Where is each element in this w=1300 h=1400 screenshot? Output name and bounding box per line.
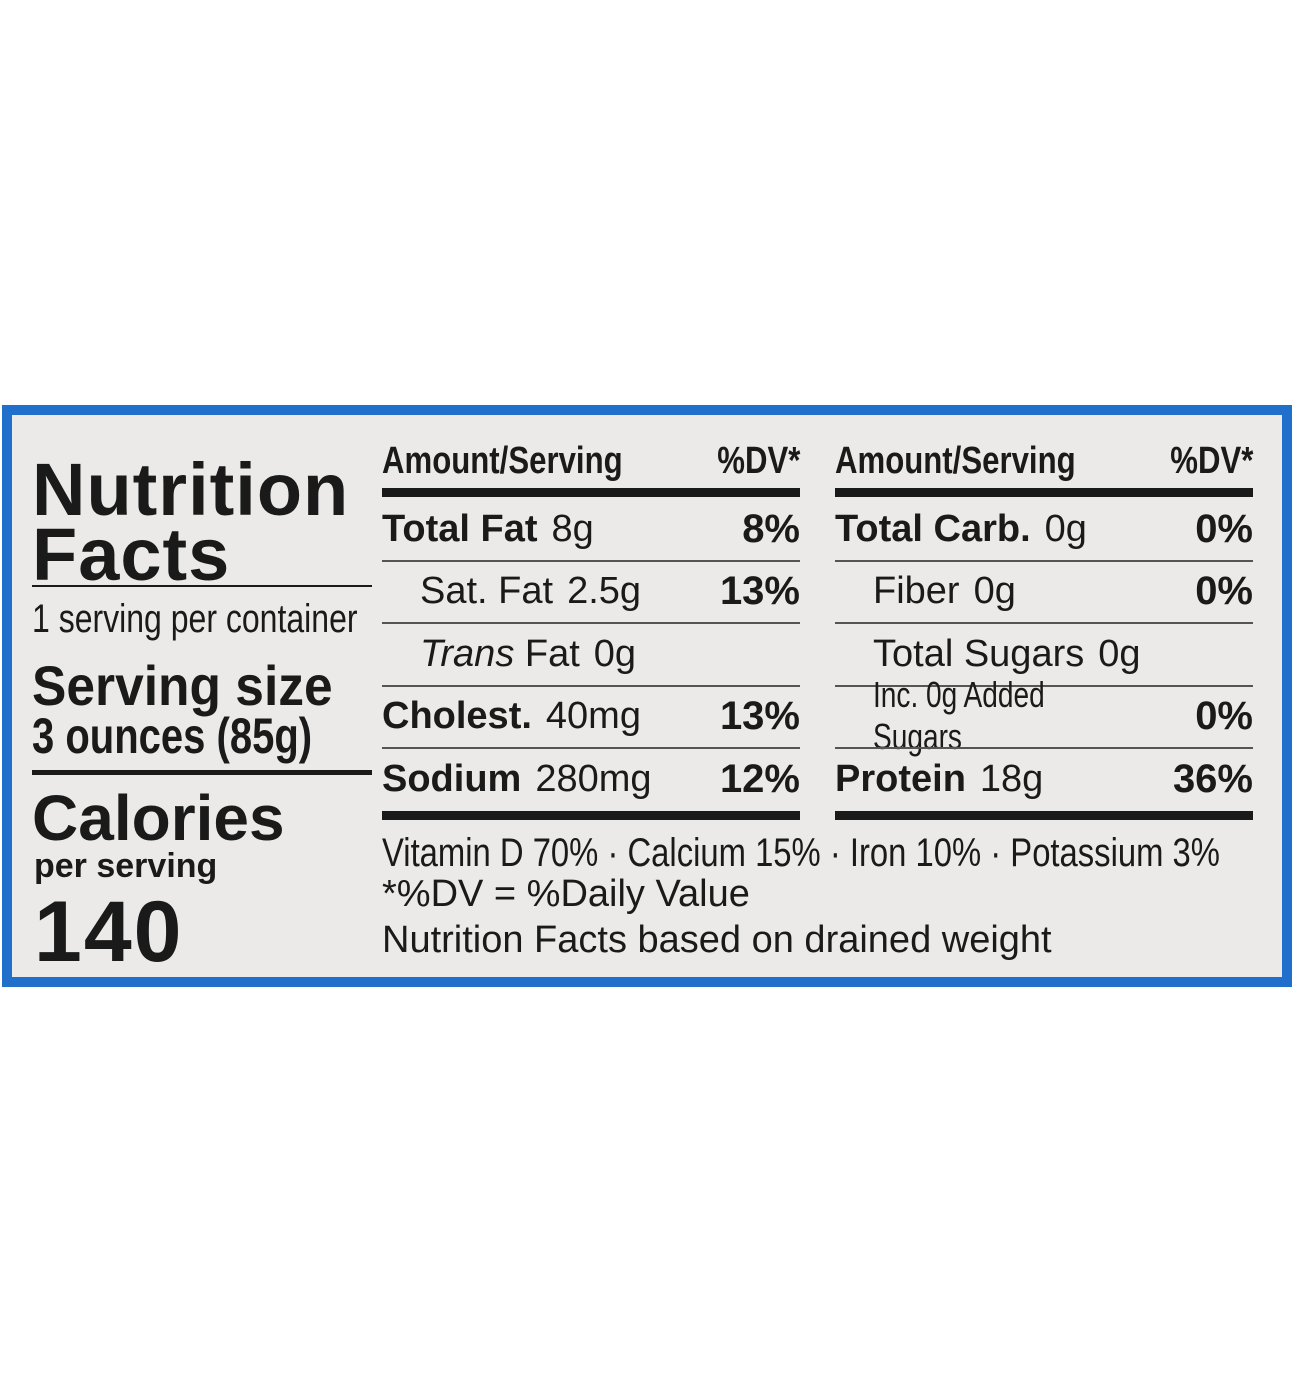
nutrient-amount: 0g <box>973 570 1016 612</box>
serving-size: 3 ounces (85g) <box>32 708 313 764</box>
nutrient-dv: 0% <box>1195 569 1253 613</box>
title-line: Nutrition <box>32 448 350 531</box>
nutrient-amount: 0g <box>1044 507 1087 550</box>
nutrient-name: Inc. 0g Added Sugars <box>835 674 1195 759</box>
rule <box>32 585 372 587</box>
separator: · <box>820 831 850 875</box>
nutrient-amount: 0g <box>1098 632 1141 675</box>
nutrient-dv: 13% <box>719 569 800 613</box>
nutrient-row: Inc. 0g Added Sugars 0% <box>835 674 1253 757</box>
rule <box>382 559 800 562</box>
nutrient-dv: 0% <box>1195 506 1253 551</box>
rule <box>835 559 1253 562</box>
rule <box>382 622 800 624</box>
rule <box>382 810 800 820</box>
rule <box>382 747 800 749</box>
nutrient-row: Sodium 280mg 12% <box>382 748 800 810</box>
nutrient-name: Cholest. <box>382 695 532 737</box>
separator: · <box>598 831 628 875</box>
nutrient-dv: 12% <box>719 756 800 801</box>
nutrient-amount: 280mg <box>535 757 652 800</box>
nutrient-name: Protein <box>835 757 966 800</box>
nutrient-dv: 13% <box>719 694 800 738</box>
header-amount: Amount/Serving <box>835 439 1076 482</box>
nutrient-name: Sat. Fat <box>382 570 553 613</box>
nutrient-name-italic: Trans <box>420 632 515 675</box>
vitamins: Vitamin D 70% · Calcium 15% · Iron 10% ·… <box>382 831 1220 876</box>
nutrient-name: Fiber <box>835 570 960 613</box>
vitamin: Potassium 3% <box>1010 831 1220 875</box>
header-dv: %DV* <box>716 439 800 482</box>
rule <box>835 810 1253 820</box>
nutrient-row: Fiber 0g 0% <box>835 561 1253 623</box>
nutrient-row: Protein 18g 36% <box>835 748 1253 810</box>
rule <box>835 488 1253 497</box>
vitamin: Iron 10% <box>849 831 982 875</box>
nutrient-dv: 0% <box>1195 694 1253 738</box>
column-header: Amount/Serving %DV* <box>835 439 1253 482</box>
footnote: *%DV = %Daily Value <box>382 873 750 915</box>
nutrient-row: Total Carb. 0g 0% <box>835 498 1253 560</box>
title-line: Facts <box>32 513 231 596</box>
footnote: Nutrition Facts based on drained weight <box>382 919 1052 961</box>
serving-size-label: Serving size <box>32 654 333 717</box>
nutrient-amount: 40mg <box>545 695 641 737</box>
vitamin: Calcium 15% <box>627 831 821 875</box>
rule <box>835 684 1253 687</box>
nutrient-row: Cholest. 40mg 13% <box>382 686 800 748</box>
nutrient-name: Fiber <box>873 570 960 612</box>
vitamin: Vitamin D 70% <box>382 831 599 875</box>
nutrient-name: Fat <box>524 632 580 675</box>
nutrient-name: Sodium <box>382 758 521 801</box>
rule <box>835 622 1253 624</box>
rule <box>382 488 800 497</box>
calories-label: Calories <box>32 782 285 854</box>
header-dv: %DV* <box>1169 439 1253 482</box>
calories: 140 <box>34 884 184 980</box>
nutrient-name: Total Fat <box>382 508 538 551</box>
nutrient-row: Trans Fat 0g <box>382 623 800 685</box>
nutrient-name: Cholest. <box>382 695 532 738</box>
nutrient-row: Sat. Fat 2.5g 13% <box>382 561 800 623</box>
calories-sub: per serving <box>34 847 218 885</box>
nutrient-name: Sodium <box>382 757 522 800</box>
nutrient-name: Sat. Fat <box>420 570 554 612</box>
servings: 1 serving per container <box>32 597 358 641</box>
label-box: Nutrition Facts 1 serving per container … <box>2 405 1292 987</box>
nutrient-name: Protein <box>835 758 966 801</box>
rule <box>382 684 800 687</box>
rule <box>32 770 372 775</box>
nutrient-name: Trans Fat <box>382 633 580 676</box>
nutrient-name: Inc. 0g Added Sugars <box>873 674 1045 757</box>
nutrient-dv: 8% <box>742 506 800 551</box>
rule <box>835 747 1253 749</box>
nutrient-row: Total Fat 8g 8% <box>382 498 800 560</box>
nutrient-amount: 0g <box>593 632 637 675</box>
nutrient-name: Total Sugars <box>873 632 1085 675</box>
nutrient-amount: 18g <box>979 757 1044 800</box>
nutrient-name: Total Carb. <box>835 507 1031 550</box>
nutrient-dv: 36% <box>1172 756 1253 801</box>
column-header: Amount/Serving %DV* <box>382 439 800 482</box>
nutrient-amount: 2.5g <box>567 570 642 612</box>
nutrient-name: Total Fat <box>382 507 538 550</box>
nutrient-name: Total Carb. <box>835 508 1031 551</box>
header-amount: Amount/Serving <box>382 439 623 482</box>
nutrient-amount: 8g <box>551 507 594 550</box>
nutrient-row: Total Sugars 0g <box>835 623 1253 685</box>
nutrient-name: Total Sugars <box>835 633 1084 676</box>
separator: · <box>981 831 1011 875</box>
